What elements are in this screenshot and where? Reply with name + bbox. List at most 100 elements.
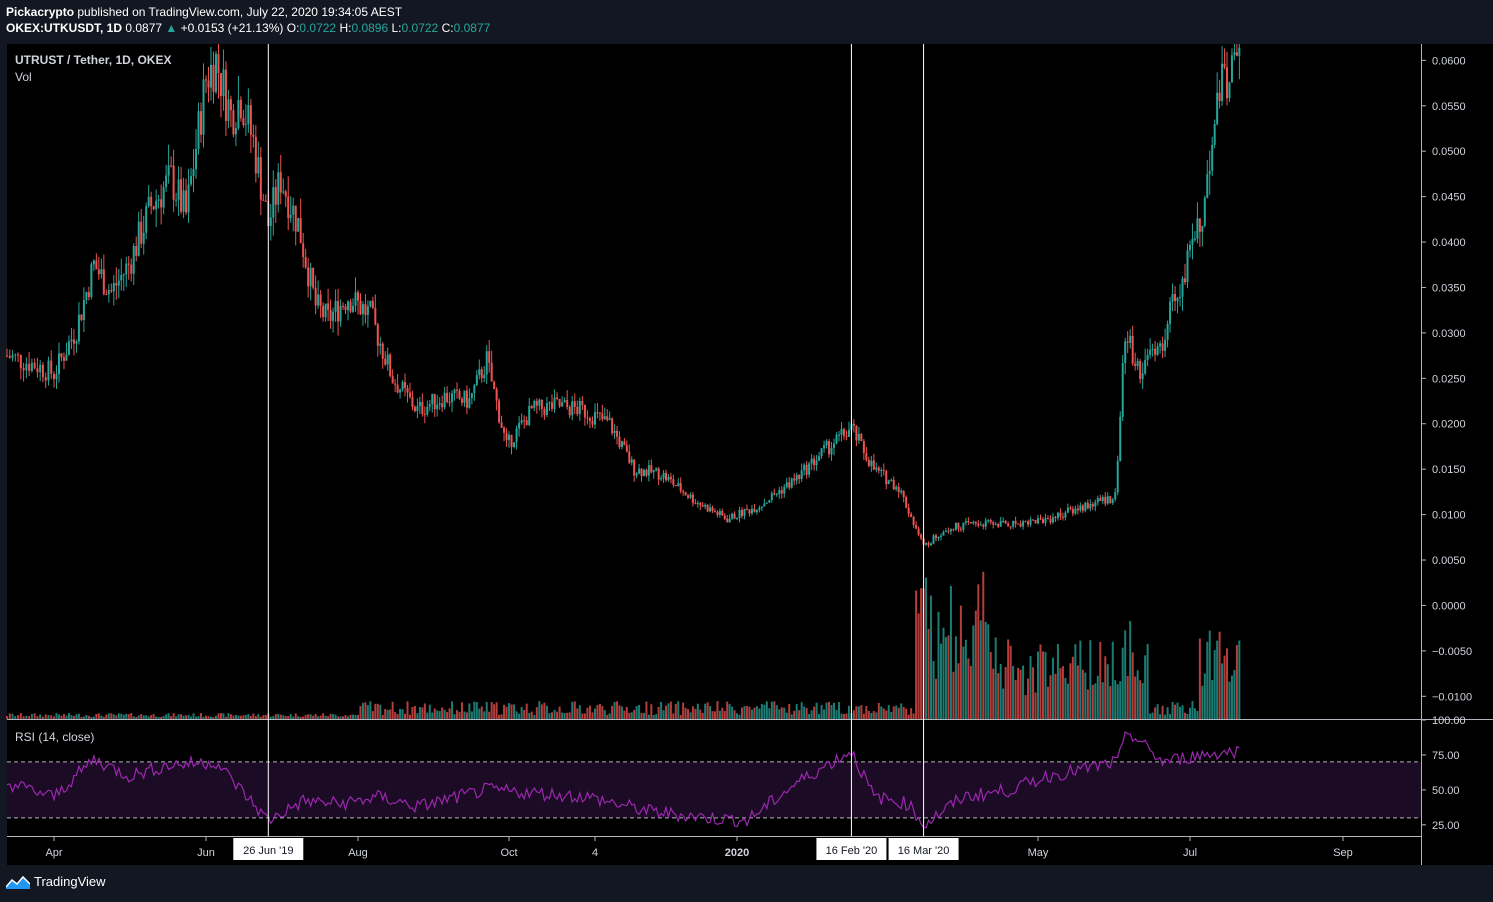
candle-body xyxy=(1233,52,1236,56)
volume-bar xyxy=(33,713,36,719)
volume-bar xyxy=(322,713,325,719)
volume-bar xyxy=(302,716,305,719)
volume-bar xyxy=(962,646,965,719)
volume-bar xyxy=(842,714,845,719)
tradingview-logo[interactable]: TradingView xyxy=(6,874,106,889)
candle-body xyxy=(433,393,436,410)
volume-bar xyxy=(518,713,521,719)
candle-body xyxy=(1104,496,1107,504)
candle-body xyxy=(890,479,893,481)
volume-bar xyxy=(1061,666,1064,719)
candle-body xyxy=(197,111,200,149)
volume-bar xyxy=(135,716,138,719)
candle-body xyxy=(115,282,118,286)
volume-bar xyxy=(1089,640,1092,719)
candle-body xyxy=(545,403,548,415)
candle-body xyxy=(222,69,225,97)
volume-bar xyxy=(785,712,788,719)
volume-bar xyxy=(1228,681,1231,719)
volume-bar xyxy=(728,704,731,719)
volume-bar xyxy=(1238,640,1241,719)
candle-body xyxy=(897,486,900,493)
candle-body xyxy=(952,529,955,531)
candle-body xyxy=(1149,349,1152,355)
volume-bar xyxy=(912,713,915,719)
rsi-tick-label: 100.00 xyxy=(1432,715,1466,727)
volume-bar xyxy=(1086,689,1089,719)
volume-bar xyxy=(488,711,491,719)
volume-bar xyxy=(594,708,596,719)
volume-bar xyxy=(947,635,950,719)
volume-bar xyxy=(1116,684,1119,719)
volume-bar xyxy=(1081,669,1084,719)
volume-bar xyxy=(830,704,833,719)
candle-body xyxy=(925,542,928,545)
candle-body xyxy=(359,300,362,315)
candle-body xyxy=(515,428,518,443)
volume-bar xyxy=(85,715,88,719)
candle-body xyxy=(563,400,566,403)
volume-bar xyxy=(862,713,865,719)
candle-body xyxy=(443,392,446,408)
volume-bar xyxy=(239,715,242,719)
candle-body xyxy=(352,305,355,312)
volume-bar xyxy=(105,714,108,719)
candle-body xyxy=(810,458,813,464)
candle-body xyxy=(598,412,601,414)
time-axis-pane[interactable] xyxy=(7,837,1421,865)
candle-body xyxy=(237,99,240,128)
candle-body xyxy=(558,398,561,407)
volume-bar xyxy=(217,713,220,719)
marker-labels: 26 Jun '19 16 Feb '20 16 Mar '20 xyxy=(233,838,959,860)
candle-body xyxy=(723,515,726,519)
candle-body xyxy=(195,148,198,170)
candle-body xyxy=(57,353,60,375)
volume-bar xyxy=(1022,665,1025,719)
candle-body xyxy=(421,401,424,414)
volume-bar xyxy=(510,704,513,719)
candle-body xyxy=(650,465,653,473)
time-tick-label: Sep xyxy=(1333,847,1353,859)
volume-bar xyxy=(773,701,776,719)
candle-body xyxy=(738,510,741,519)
volume-bar xyxy=(1166,707,1169,719)
candle-body xyxy=(1124,341,1127,364)
volume-bar xyxy=(515,711,518,719)
time-tick-label: Apr xyxy=(45,847,62,859)
candle-body xyxy=(65,354,68,361)
volume-bar xyxy=(691,706,694,719)
price-pane[interactable] xyxy=(7,44,1421,719)
volume-bar xyxy=(1091,684,1094,719)
volume-bar xyxy=(733,710,736,719)
candle-body xyxy=(399,389,402,393)
ohlc-line: OKEX:UTKUSDT, 1D 0.0877 ▲ +0.0153 (+21.1… xyxy=(6,20,490,36)
volume-bar xyxy=(1176,702,1179,719)
candle-body xyxy=(1164,340,1167,351)
candle-body xyxy=(785,482,788,488)
volume-bar xyxy=(1171,701,1174,719)
candle-body xyxy=(867,460,870,467)
volume-bar xyxy=(1032,667,1035,719)
rsi-tick-label: 25.00 xyxy=(1432,820,1460,832)
candle-body xyxy=(1022,521,1025,527)
candle-body xyxy=(935,535,938,539)
volume-bar xyxy=(197,716,200,719)
candle-body xyxy=(14,354,17,356)
candle-body xyxy=(543,409,546,415)
volume-bar xyxy=(1101,682,1104,719)
volume-bar xyxy=(892,706,895,719)
time-tick-label: May xyxy=(1028,847,1049,859)
candle-body xyxy=(731,513,734,519)
candle-body xyxy=(1146,354,1149,361)
volume-bar xyxy=(399,708,402,719)
publisher-name[interactable]: Pickacrypto xyxy=(6,5,75,19)
candle-body xyxy=(376,324,379,346)
candle-body xyxy=(458,390,461,399)
volume-bar xyxy=(1139,680,1142,719)
volume-bar xyxy=(125,713,128,719)
volume-bar xyxy=(272,716,275,719)
candle-body xyxy=(460,398,463,403)
volume-bar xyxy=(731,706,734,719)
price-axis-pane[interactable] xyxy=(1422,44,1493,865)
